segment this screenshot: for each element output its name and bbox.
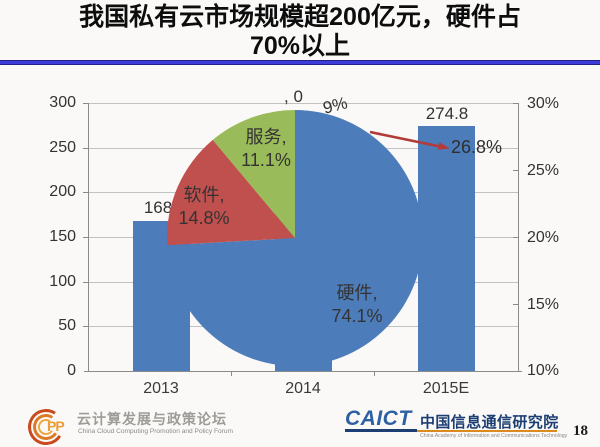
x-label-2014: 2014 [285,380,321,397]
y-left-label-200: 200 [49,183,76,201]
y-left-label-300: 300 [49,94,76,111]
pie-label-software: 软件, 14.8% [149,184,259,230]
growth-arrow [369,130,450,150]
left-tick-250 [83,147,88,149]
pie-label-hardware: 硬件, 74.1% [302,282,412,328]
pie-slice-software [166,139,295,246]
y-right-label-10: 10% [527,362,560,379]
x-tick-2 [374,371,375,376]
bar-2015e [418,125,475,371]
y-right-label-30: 30% [527,95,560,112]
growth-arrow-line [369,130,441,148]
right-tick-15 [513,304,518,305]
right-tick-10 [513,371,518,372]
slide-title: 我国私有云市场规模超200亿元，硬件占 70%以上 [0,3,600,62]
forum-logo-monogram: PP [47,418,65,434]
left-tick-200 [83,192,88,194]
caict-name-cn: 中国信息通信研究院 [420,414,559,431]
pie-label-zero: , 0 [284,87,303,106]
left-tick-150 [83,237,88,238]
y-left-label-250: 250 [49,138,76,156]
left-tick-100 [83,281,88,283]
pie-label-hardware-pct: 74.1% [331,306,383,326]
forum-name-cn: 云计算发展与政策论坛 [77,411,227,427]
pie-label-service-name: 服务, [245,127,287,147]
page-number: 18 [573,423,588,439]
y-axis-left [88,103,89,371]
slide-title-line2: 70%以上 [249,32,351,62]
y-axis-right [518,103,519,371]
pie-label-hardware-name: 硬件, [336,283,378,303]
y-right-label-20: 20% [527,229,560,246]
x-label-2015e: 2015E [422,380,470,397]
left-tick-50 [83,326,88,328]
y-right-label-15: 15% [527,296,560,313]
y-left-label-100: 100 [49,272,76,290]
pie-slice-hardware [167,110,423,366]
left-tick-300 [83,103,88,104]
title-divider [0,60,600,65]
y-left-label-0: 0 [67,362,76,379]
right-tick-20 [513,237,518,238]
y-left-label-50: 50 [58,317,76,335]
pie-label-software-pct: 14.8% [178,208,230,228]
pie-label-software-name: 软件, [183,185,225,205]
caict-wordmark: CAICT [345,407,412,430]
pie-label-service: 服务, 11.1% [211,126,321,172]
pie-slice-service [212,110,295,238]
growth-2015e-label: 26.8% [451,137,503,157]
x-axis [84,371,522,372]
x-label-2013: 2013 [143,380,179,397]
forum-name-en: China Cloud Computing Promotion and Poli… [78,428,234,435]
y-left-label-150: 150 [49,228,76,245]
caict-underline-orange [417,429,557,432]
slide-title-line1: 我国私有云市场规模超200亿元，硬件占 [79,3,521,31]
growth-arrow-head [437,142,450,150]
right-tick-25 [513,170,518,171]
y-right-label-25: 25% [527,162,560,179]
x-tick-1 [231,371,232,376]
pie-chart [166,110,423,366]
gridline-300 [89,103,518,104]
caict-underline-navy [345,429,417,432]
right-tick-30 [513,103,518,104]
bar-2015e-value-label: 274.8 [425,104,469,123]
pie-label-service-pct: 11.1% [241,150,291,170]
caict-name-en: China Academy of Information and Communi… [420,433,568,439]
bar-2013-value-label: 168 [143,198,173,217]
